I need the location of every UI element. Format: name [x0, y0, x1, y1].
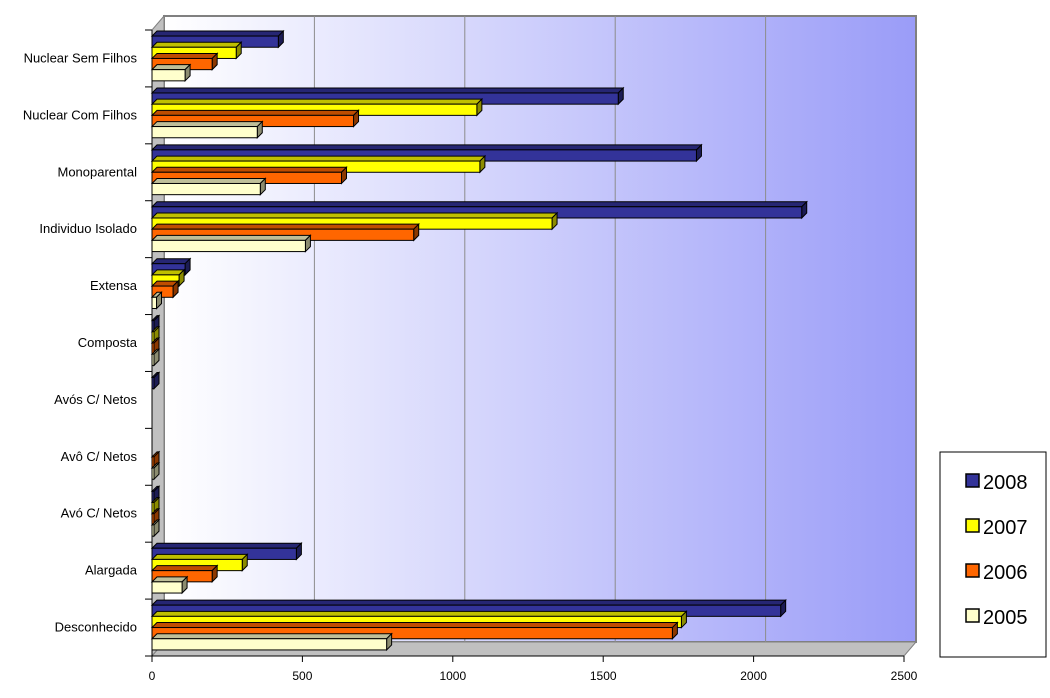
- category-label: Composta: [78, 335, 138, 350]
- category-label: Avós C/ Netos: [54, 392, 137, 407]
- bar-2006-10: [150, 621, 679, 640]
- legend-swatch-2006: [965, 563, 980, 578]
- bar-2005-10: [150, 632, 393, 652]
- bar-2006-4: [150, 279, 180, 299]
- category-label: Extensa: [90, 278, 138, 293]
- bar-2008-0: [150, 29, 285, 49]
- bar-2005-2: [150, 177, 267, 196]
- bar-2005-7: [150, 461, 161, 481]
- legend-label-2008: 2008: [983, 472, 1028, 494]
- x-tick-label: 0: [149, 669, 156, 683]
- bar-2005-1: [150, 120, 264, 139]
- bar-2005-4: [150, 291, 163, 310]
- bar-2006-9: [150, 564, 219, 584]
- bar-2006-1: [150, 109, 360, 128]
- bar-2007-3: [150, 211, 559, 231]
- category-label: Avó C/ Netos: [61, 506, 138, 521]
- bar-2005-9: [150, 575, 189, 595]
- bar-2008-1: [150, 86, 625, 106]
- legend-box: [939, 451, 1047, 658]
- legend-label-2006: 2006: [983, 562, 1028, 584]
- bar-2005-8: [150, 518, 161, 538]
- category-label: Individuo Isolado: [39, 221, 137, 236]
- x-tick-label: 1500: [590, 669, 617, 683]
- bar-2007-9: [150, 553, 249, 572]
- category-label: Monoparental: [58, 164, 138, 179]
- legend-swatch-2008: [965, 473, 980, 488]
- x-tick-label: 2000: [740, 669, 767, 683]
- category-label: Nuclear Com Filhos: [23, 107, 138, 122]
- legend-swatch-2007: [965, 518, 980, 533]
- category-label: Desconhecido: [55, 620, 137, 635]
- category-label: Nuclear Sem Filhos: [24, 50, 138, 65]
- x-tick-label: 2500: [891, 669, 918, 683]
- legend-swatch-2005: [965, 608, 980, 623]
- bar-2005-3: [150, 234, 312, 253]
- bar-2008-6: [150, 371, 161, 390]
- category-label: Avô C/ Netos: [61, 449, 138, 464]
- bar-2007-1: [150, 97, 484, 117]
- x-tick-label: 1000: [439, 669, 466, 683]
- legend-label-2007: 2007: [983, 517, 1028, 539]
- legend-label-2005: 2005: [983, 607, 1028, 629]
- bar-2005-0: [150, 63, 192, 83]
- x-tick-label: 500: [292, 669, 312, 683]
- category-label: Alargada: [85, 563, 138, 578]
